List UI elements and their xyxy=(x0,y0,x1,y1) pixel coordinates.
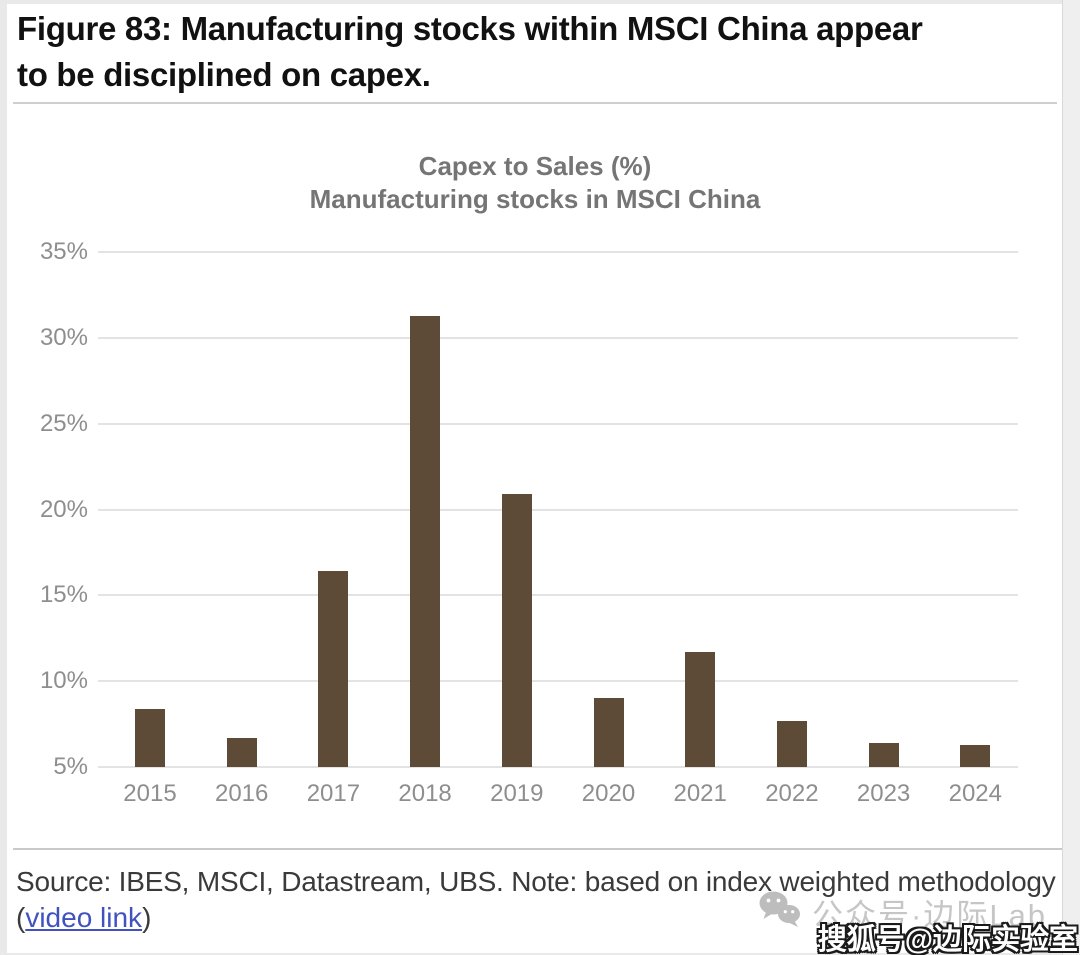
x-axis-tick-label-2015: 2015 xyxy=(123,780,177,807)
x-axis-tick-label-2016: 2016 xyxy=(214,780,269,807)
gridline-5 xyxy=(98,766,1018,768)
bar-2016 xyxy=(226,737,257,767)
chart-title-line-2: Manufacturing stocks in MSCI China xyxy=(309,184,761,214)
bar-2023 xyxy=(868,742,899,767)
video-link[interactable]: video link xyxy=(25,902,143,933)
y-axis-tick-label: 25% xyxy=(39,409,88,437)
bar-2018 xyxy=(410,315,441,767)
gridline-20 xyxy=(98,508,1018,511)
link-suffix: ) xyxy=(142,902,152,933)
source-link-line: (video link) xyxy=(16,902,151,934)
y-axis-tick-label: 5% xyxy=(53,753,88,780)
x-axis-tick-label-2017: 2017 xyxy=(306,780,361,807)
page-edge-left xyxy=(0,0,7,955)
bar-2022 xyxy=(776,720,807,767)
gridline-25 xyxy=(98,422,1018,425)
x-axis-tick-label-2022: 2022 xyxy=(765,780,819,807)
x-axis-tick-label-2020: 2020 xyxy=(581,780,636,807)
wechat-watermark: 公众号·边际Lab xyxy=(758,890,1047,935)
wechat-icon xyxy=(758,890,802,935)
chart-title: Capex to Sales (%) Manufacturing stocks … xyxy=(0,150,1070,216)
header-divider xyxy=(13,102,1057,104)
y-axis-tick-label: 20% xyxy=(39,495,88,523)
y-axis-tick-label: 35% xyxy=(39,238,88,265)
page-edge-bottom xyxy=(0,953,1080,955)
figure-title: Figure 83: Manufacturing stocks within M… xyxy=(17,6,1062,98)
gridline-10 xyxy=(98,680,1018,683)
bar-2020 xyxy=(593,698,624,767)
bar-2015 xyxy=(135,708,165,767)
bar-2024 xyxy=(960,744,991,767)
page-edge-right xyxy=(1062,0,1080,955)
footer-divider xyxy=(13,848,1063,850)
source-note: Source: IBES, MSCI, Datastream, UBS. Not… xyxy=(16,866,1056,897)
gridline-30 xyxy=(98,336,1018,339)
x-axis-tick-label-2019: 2019 xyxy=(490,780,544,807)
x-axis-tick-label-2021: 2021 xyxy=(673,780,727,807)
bar-2021 xyxy=(685,651,716,767)
chart-title-line-1: Capex to Sales (%) xyxy=(418,151,652,181)
wechat-watermark-text: 公众号·边际Lab xyxy=(812,898,1048,933)
figure-title-line-2: to be disciplined on capex. xyxy=(17,56,431,93)
figure-title-line-1: Figure 83: Manufacturing stocks within M… xyxy=(17,10,923,47)
x-axis-tick-label-2018: 2018 xyxy=(398,780,452,807)
bar-2017 xyxy=(318,571,349,767)
y-axis-tick-label: 30% xyxy=(39,323,88,351)
x-axis-tick-label-2023: 2023 xyxy=(856,780,911,807)
x-axis-tick-label-2024: 2024 xyxy=(948,780,1002,807)
link-prefix: ( xyxy=(16,902,26,933)
sohu-watermark-text: 搜狐号@边际实验室 xyxy=(817,924,1078,955)
page-edge-top xyxy=(0,0,1080,4)
bar-2019 xyxy=(501,494,532,767)
y-axis-tick-label: 10% xyxy=(39,667,88,695)
y-axis-tick-label: 15% xyxy=(39,581,88,609)
gridline-15 xyxy=(98,594,1018,597)
gridline-35 xyxy=(98,251,1018,253)
